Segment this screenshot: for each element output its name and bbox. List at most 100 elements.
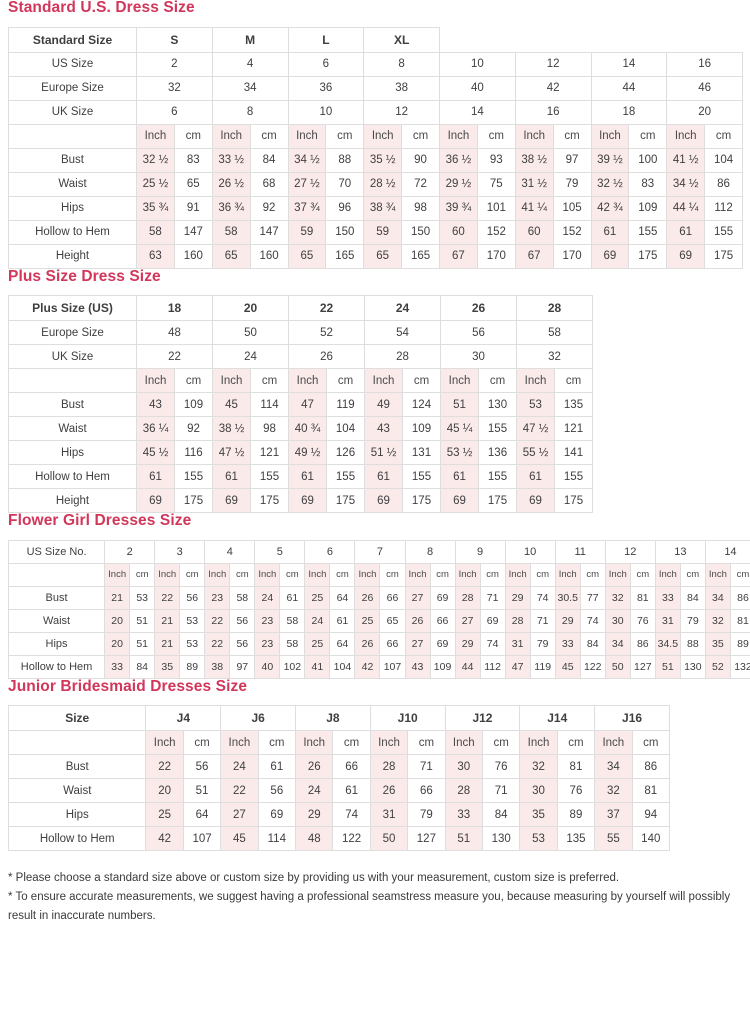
size-header-cell: 7 (354, 539, 406, 564)
measurement-cell-inch: 45 ¼ (440, 416, 479, 441)
measurement-cell-cm: 56 (229, 631, 256, 656)
unit-row-spacer (7, 562, 106, 587)
unit-label-inch: Inch (254, 562, 281, 587)
measurement-cell-inch: 51 (440, 392, 479, 417)
unit-label-cm: cm (249, 123, 289, 149)
row-label: Hollow to Hem (7, 654, 106, 679)
measurement-cell-cm: 91 (173, 195, 213, 221)
unit-label-cm: cm (129, 562, 156, 587)
table-header-row: Size J4 J6 J8 J10 J12 J14 J16 (7, 705, 670, 731)
measurement-cell-inch: 47 (504, 654, 531, 679)
unit-label-inch: Inch (295, 730, 334, 755)
group-header-cell: M (211, 26, 289, 53)
size-value-cell: 14 (439, 99, 516, 125)
measurement-cell-inch: 24 (220, 754, 259, 779)
unit-label-cm: cm (257, 730, 297, 755)
section-title-junior: Junior Bridesmaid Dresses Size (8, 677, 248, 695)
section-title-plus: Plus Size Dress Size (8, 267, 161, 285)
size-value-cell: 42 (514, 75, 592, 101)
note-line: * Please choose a standard size above or… (8, 872, 620, 884)
section-title-flower: Flower Girl Dresses Size (8, 512, 192, 529)
size-header-cell: 3 (154, 539, 206, 564)
measurement-cell-cm: 127 (629, 654, 656, 679)
measurement-cell-inch: 34 ½ (666, 171, 706, 197)
measurement-cell-cm: 150 (401, 219, 440, 245)
measurement-cell-inch: 27 (454, 608, 481, 633)
measurement-cell-inch: 69 (136, 488, 175, 513)
measurement-cell-cm: 89 (179, 654, 206, 679)
measurement-cell-inch: 42 (145, 826, 184, 851)
measurement-cell-inch: 69 (516, 488, 555, 513)
size-header-cell: 24 (364, 295, 441, 321)
measurement-cell-inch: 49 ½ (288, 440, 327, 465)
measurement-cell-cm: 155 (402, 464, 441, 489)
unit-label-cm: cm (326, 368, 365, 393)
size-header-cell: 18 (136, 295, 213, 321)
measurement-cell-cm: 94 (631, 802, 671, 827)
measurement-cell-inch: 28 (454, 585, 481, 610)
measurement-cell-cm: 76 (556, 778, 596, 803)
measurement-cell-cm: 64 (182, 802, 222, 827)
measurement-cell-cm: 74 (332, 802, 371, 827)
measurement-cell-cm: 71 (529, 608, 556, 633)
measurement-cell-cm: 175 (326, 488, 365, 513)
measurement-cell-inch: 30 (444, 754, 483, 779)
unit-label-inch: Inch (287, 123, 327, 149)
measurement-cell-inch: 32 (604, 585, 631, 610)
unit-row: Inch cm Inch cm Inch cm Inch cm Inch cm Inch cm Inch… (7, 730, 671, 755)
measurement-cell-cm: 96 (325, 195, 365, 221)
measurement-cell-inch: 61 (516, 464, 555, 489)
measurement-cell-cm: 72 (401, 171, 440, 197)
row-label: Hollow to Hem (7, 826, 147, 851)
measurement-cell-cm: 121 (554, 416, 593, 441)
row-label: UK Size (8, 344, 137, 369)
unit-label-inch: Inch (136, 368, 175, 393)
unit-label-cm: cm (279, 562, 306, 587)
unit-label-inch: Inch (145, 730, 184, 755)
row-label: Height (8, 243, 137, 269)
measurement-cell-inch: 41 (304, 654, 331, 679)
measurement-cell-inch: 35 ¾ (136, 195, 175, 221)
table-header-row: Standard Size S M L XL (8, 26, 743, 53)
unit-label-cm: cm (174, 368, 213, 393)
measurement-cell-inch: 31 (654, 608, 681, 633)
measurement-cell-inch: 34 (594, 754, 633, 779)
size-header-cell: 4 (204, 539, 256, 564)
unit-row-spacer (8, 123, 137, 149)
unit-label-inch: Inch (514, 123, 554, 149)
size-value-cell: 38 (363, 75, 440, 101)
measurement-cell-inch: 32 (519, 754, 558, 779)
size-header-cell: 28 (516, 295, 593, 321)
unit-row-spacer (7, 730, 147, 755)
measurement-cell-inch: 44 ¼ (666, 195, 706, 221)
measurement-cell-inch: 47 ½ (516, 416, 555, 441)
measurement-cell-inch: 65 (363, 243, 403, 269)
size-row: US Size 2 4 6 8 10 12 14 16 (8, 51, 743, 77)
measurement-cell-cm: 102 (279, 654, 306, 679)
measurement-cell-cm: 56 (257, 778, 297, 803)
measurement-cell-cm: 136 (478, 440, 517, 465)
measurement-cell-cm: 109 (402, 416, 441, 441)
measurement-cell-cm: 51 (129, 608, 156, 633)
measurement-cell-inch: 35 (519, 802, 558, 827)
measurement-cell-inch: 23 (254, 608, 281, 633)
measurement-cell-inch: 37 ¾ (287, 195, 327, 221)
unit-label-inch: Inch (304, 562, 331, 587)
measurement-cell-inch: 50 (369, 826, 409, 851)
size-header-cell: 26 (440, 295, 517, 321)
measurement-cell-inch: 28 (444, 778, 483, 803)
measurement-row: Hips 45 ½ 116 47 ½ 121 49 ½ 126 51 ½ 131 53 ½ 136 5… (8, 440, 593, 465)
measurement-cell-cm: 155 (174, 464, 213, 489)
measurement-cell-cm: 84 (129, 654, 156, 679)
size-value-cell: 28 (364, 344, 441, 369)
measurement-cell-inch: 67 (514, 243, 554, 269)
measurement-row: Waist 36 ¼ 92 38 ½ 98 40 ¾ 104 43 109 45 ¼ 155 47 ½… (8, 416, 593, 441)
size-value-cell: 20 (666, 99, 743, 125)
row-label: UK Size (8, 99, 137, 125)
measurement-cell-inch: 45 (220, 826, 259, 851)
size-header-cell: 13 (654, 539, 706, 564)
measurement-cell-cm: 147 (249, 219, 289, 245)
measurement-row: Hips 25 64 27 69 29 74 31 79 33 84 35 89 37 94 (7, 802, 671, 827)
measurement-cell-inch: 42 ¾ (590, 195, 630, 221)
